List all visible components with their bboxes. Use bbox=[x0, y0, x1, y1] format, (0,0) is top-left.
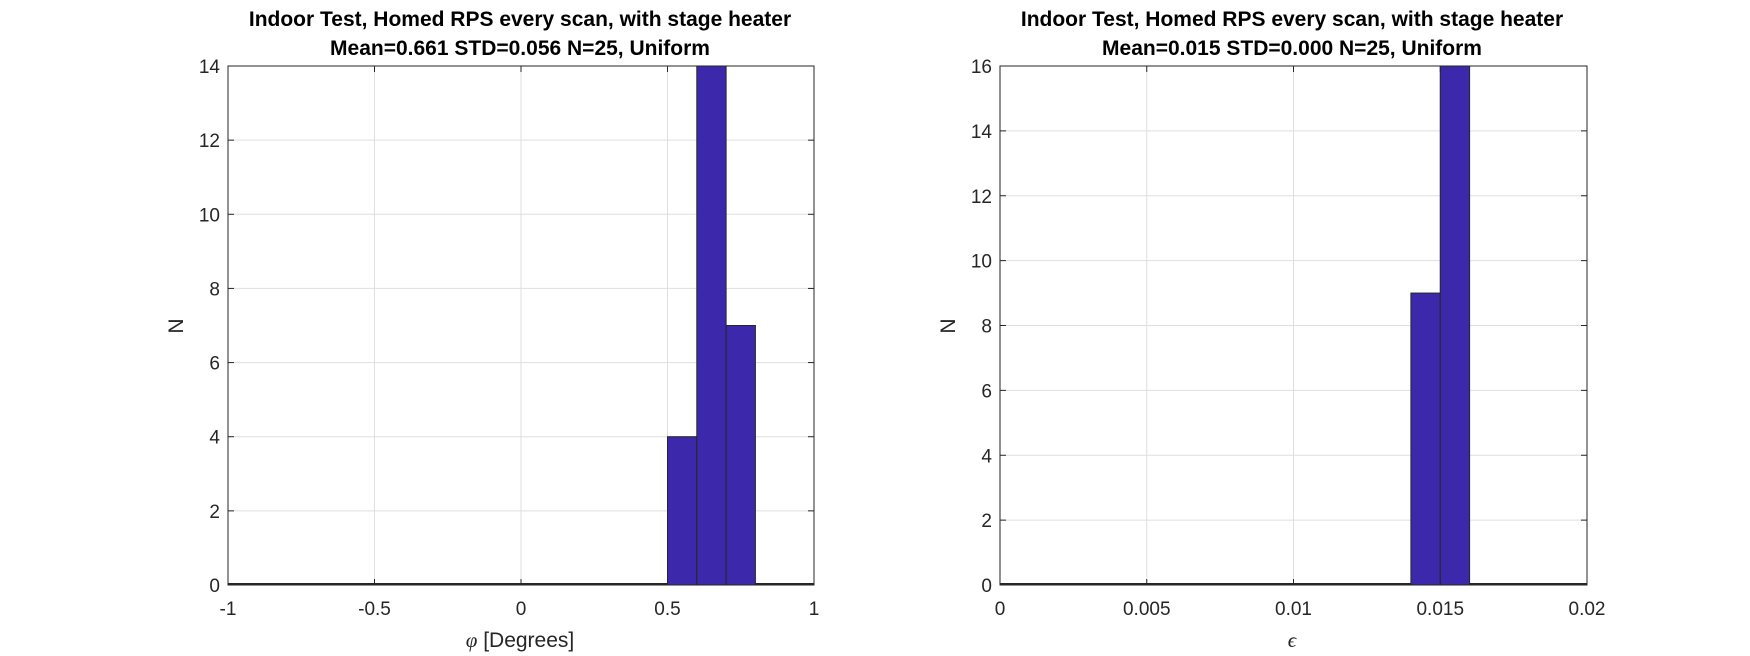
x-axis-label: ϵ bbox=[1288, 628, 1298, 652]
bars bbox=[1000, 65, 1587, 586]
chart-title: Indoor Test, Homed RPS every scan, with … bbox=[1021, 8, 1563, 31]
x-axis-symbol: φ bbox=[466, 628, 478, 652]
chart-subtitle: Mean=0.015 STD=0.000 N=25, Uniform bbox=[1102, 37, 1482, 60]
histogram-bar bbox=[1439, 65, 1471, 586]
chart-subtitle: Mean=0.661 STD=0.056 N=25, Uniform bbox=[330, 37, 710, 60]
histogram-bar bbox=[667, 436, 698, 586]
y-tick-label: 4 bbox=[981, 446, 992, 467]
x-tick-label: 0.01 bbox=[1275, 599, 1312, 620]
y-tick-label: 14 bbox=[199, 57, 221, 78]
y-tick-label: 16 bbox=[971, 57, 992, 78]
x-axis-unit: [Degrees] bbox=[483, 629, 574, 652]
x-tick-label: 0 bbox=[516, 599, 527, 620]
x-tick-label: 1 bbox=[809, 599, 820, 620]
y-tick-label: 12 bbox=[199, 131, 220, 152]
histogram-epsilon: Indoor Test, Homed RPS every scan, with … bbox=[937, 8, 1605, 652]
y-tick-label: 2 bbox=[981, 511, 992, 532]
histogram-bar bbox=[1410, 292, 1441, 586]
x-axis-label: φ [Degrees] bbox=[466, 628, 575, 652]
bars bbox=[228, 65, 814, 586]
histogram-bar bbox=[696, 65, 727, 586]
y-tick-label: 14 bbox=[971, 122, 993, 143]
x-tick-label: 0 bbox=[995, 599, 1006, 620]
y-tick-label: 6 bbox=[209, 354, 220, 375]
y-tick-label: 2 bbox=[209, 502, 220, 523]
ticks: 0 0.005 0.01 0.015 0.02 0 2 4 6 8 10 12 14 16 bbox=[971, 57, 1606, 620]
y-tick-label: 6 bbox=[981, 381, 992, 402]
y-axis-label: N bbox=[165, 318, 188, 333]
y-tick-label: 10 bbox=[971, 252, 992, 273]
x-tick-label: -1 bbox=[220, 599, 237, 620]
y-tick-label: 8 bbox=[981, 317, 992, 338]
y-tick-label: 0 bbox=[981, 576, 992, 597]
y-tick-label: 8 bbox=[209, 279, 220, 300]
x-tick-label: -0.5 bbox=[358, 599, 391, 620]
x-tick-label: 0.5 bbox=[654, 599, 680, 620]
y-tick-label: 4 bbox=[209, 428, 220, 449]
y-tick-label: 10 bbox=[199, 205, 220, 226]
histogram-phi: Indoor Test, Homed RPS every scan, with … bbox=[165, 8, 819, 652]
y-tick-label: 12 bbox=[971, 187, 992, 208]
x-tick-label: 0.015 bbox=[1416, 599, 1464, 620]
histogram-bar bbox=[725, 325, 756, 586]
chart-title: Indoor Test, Homed RPS every scan, with … bbox=[249, 8, 791, 31]
x-tick-label: 0.02 bbox=[1569, 599, 1606, 620]
y-axis-label: N bbox=[937, 318, 960, 333]
y-tick-label: 0 bbox=[209, 576, 220, 597]
x-tick-label: 0.005 bbox=[1123, 599, 1171, 620]
